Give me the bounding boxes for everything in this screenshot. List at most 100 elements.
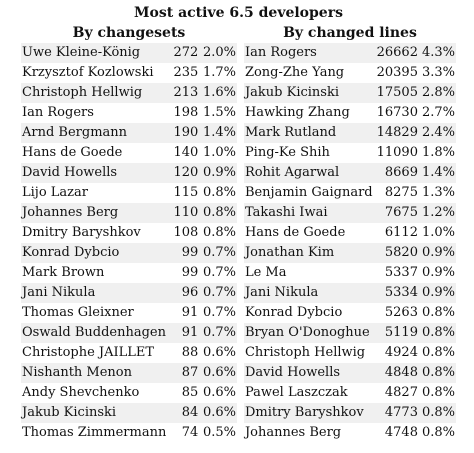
percent-value: 0.8% [419, 323, 456, 343]
table-row: Mark Rutland 14829 2.4% [243, 123, 456, 143]
percent-value: 0.7% [200, 283, 237, 303]
count-value: 5263 [374, 303, 420, 323]
developer-name: Johannes Berg [243, 423, 375, 443]
table-row: Oswald Buddenhagen 91 0.7% [21, 323, 237, 343]
table-row: Le Ma 5337 0.9% [243, 263, 456, 283]
changed-lines-rows: Ian Rogers 26662 4.3% Zong-Zhe Yang 20395 3.3… [243, 43, 456, 443]
changed-lines-table: By changed lines Ian Rogers 26662 4.3% Zong… [243, 23, 456, 443]
count-value: 4773 [374, 403, 420, 423]
developer-name: Konrad Dybcio [21, 243, 171, 263]
developer-name: Jakub Kicinski [21, 403, 171, 423]
developer-name: Ian Rogers [243, 43, 375, 63]
count-value: 213 [170, 83, 201, 103]
developer-name: Mark Brown [21, 263, 171, 283]
count-value: 140 [170, 143, 201, 163]
developer-name: Christoph Hellwig [243, 343, 375, 363]
table-row: Rohit Agarwal 8669 1.4% [243, 163, 456, 183]
table-row: Takashi Iwai 7675 1.2% [243, 203, 456, 223]
table-row: Ping-Ke Shih 11090 1.8% [243, 143, 456, 163]
count-value: 26662 [374, 43, 420, 63]
count-value: 99 [170, 263, 201, 283]
table-row: Johannes Berg 110 0.8% [21, 203, 237, 223]
count-value: 87 [170, 363, 201, 383]
table-row: Christoph Hellwig 4924 0.8% [243, 343, 456, 363]
percent-value: 0.8% [419, 343, 456, 363]
percent-value: 2.8% [419, 83, 456, 103]
developer-name: Christoph Hellwig [21, 83, 171, 103]
percent-value: 0.7% [200, 303, 237, 323]
count-value: 20395 [374, 63, 420, 83]
percent-value: 0.9% [419, 263, 456, 283]
percent-value: 0.7% [200, 243, 237, 263]
table-row: Jakub Kicinski 17505 2.8% [243, 83, 456, 103]
tables-container: By changesets Uwe Kleine-König 272 2.0% Krz… [21, 23, 456, 443]
percent-value: 0.8% [200, 203, 237, 223]
changesets-heading: By changesets [72, 25, 186, 41]
developer-name: Oswald Buddenhagen [21, 323, 171, 343]
count-value: 5337 [374, 263, 420, 283]
table-row: Uwe Kleine-König 272 2.0% [21, 43, 237, 63]
count-value: 4924 [374, 343, 420, 363]
count-value: 91 [170, 323, 201, 343]
percent-value: 1.5% [200, 103, 237, 123]
developer-name: Konrad Dybcio [243, 303, 375, 323]
developer-name: Hans de Goede [243, 223, 375, 243]
table-row: Thomas Gleixner 91 0.7% [21, 303, 237, 323]
developer-name: Ian Rogers [21, 103, 171, 123]
count-value: 11090 [374, 143, 420, 163]
count-value: 17505 [374, 83, 420, 103]
developer-name: Mark Rutland [243, 123, 375, 143]
table-row: Mark Brown 99 0.7% [21, 263, 237, 283]
developer-name: Thomas Zimmermann [21, 423, 171, 443]
percent-value: 2.7% [419, 103, 456, 123]
percent-value: 1.4% [419, 163, 456, 183]
count-value: 74 [170, 423, 201, 443]
developer-name: David Howells [21, 163, 171, 183]
table-row: Nishanth Menon 87 0.6% [21, 363, 237, 383]
table-row: Andy Shevchenko 85 0.6% [21, 383, 237, 403]
developer-name: Johannes Berg [21, 203, 171, 223]
table-row: Dmitry Baryshkov 108 0.8% [21, 223, 237, 243]
count-value: 4848 [374, 363, 420, 383]
table-row: Thomas Zimmermann 74 0.5% [21, 423, 237, 443]
count-value: 115 [170, 183, 201, 203]
percent-value: 0.9% [419, 283, 456, 303]
developer-name: Le Ma [243, 263, 375, 283]
percent-value: 0.6% [200, 343, 237, 363]
percent-value: 1.6% [200, 83, 237, 103]
table-row: Benjamin Gaignard 8275 1.3% [243, 183, 456, 203]
count-value: 84 [170, 403, 201, 423]
count-value: 108 [170, 223, 201, 243]
developer-name: Uwe Kleine-König [21, 43, 171, 63]
table-row: Hans de Goede 6112 1.0% [243, 223, 456, 243]
count-value: 14829 [374, 123, 420, 143]
count-value: 99 [170, 243, 201, 263]
developer-name: Jani Nikula [21, 283, 171, 303]
developer-name: Zong-Zhe Yang [243, 63, 375, 83]
developer-name: Nishanth Menon [21, 363, 171, 383]
percent-value: 1.4% [200, 123, 237, 143]
developer-name: Andy Shevchenko [21, 383, 171, 403]
developer-name: Dmitry Baryshkov [21, 223, 171, 243]
developer-name: David Howells [243, 363, 375, 383]
developer-name: Hawking Zhang [243, 103, 375, 123]
count-value: 110 [170, 203, 201, 223]
table-row: Lijo Lazar 115 0.8% [21, 183, 237, 203]
developer-name: Pawel Laszczak [243, 383, 375, 403]
percent-value: 0.8% [419, 383, 456, 403]
developer-name: Thomas Gleixner [21, 303, 171, 323]
changesets-table: By changesets Uwe Kleine-König 272 2.0% Krz… [21, 23, 237, 443]
table-row: Ian Rogers 26662 4.3% [243, 43, 456, 63]
developer-name: Jani Nikula [243, 283, 375, 303]
percent-value: 0.8% [419, 363, 456, 383]
developer-name: Arnd Bergmann [21, 123, 171, 143]
developer-name: Lijo Lazar [21, 183, 171, 203]
count-value: 8669 [374, 163, 420, 183]
percent-value: 0.7% [200, 323, 237, 343]
table-row: Hawking Zhang 16730 2.7% [243, 103, 456, 123]
percent-value: 1.0% [419, 223, 456, 243]
percent-value: 0.8% [200, 183, 237, 203]
percent-value: 2.4% [419, 123, 456, 143]
developer-name: Christophe JAILLET [21, 343, 171, 363]
